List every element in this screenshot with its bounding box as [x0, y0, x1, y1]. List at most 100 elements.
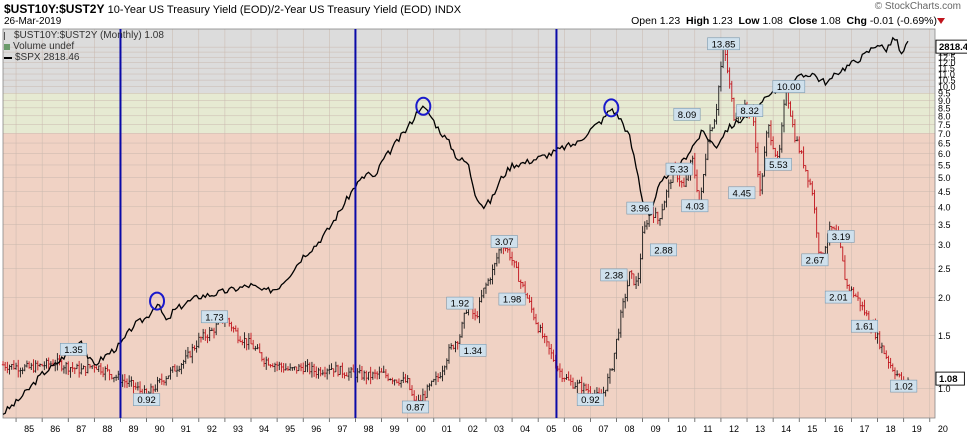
x-tick-label: 03 — [494, 424, 504, 434]
value-annotation: 8.09 — [673, 108, 701, 121]
annotation-label: 2.38 — [605, 270, 624, 281]
annotation-box — [446, 296, 474, 310]
y-tick-label: 4.5 — [938, 187, 951, 197]
value-annotation: 1.61 — [851, 319, 879, 333]
open-label: Open — [631, 15, 657, 27]
y-tick-label: 10.5 — [938, 76, 956, 86]
highlight-circle — [603, 98, 620, 118]
annotation-box — [133, 393, 161, 406]
value-annotation: 1.73 — [200, 310, 228, 324]
annotation-label: 3.07 — [495, 237, 514, 248]
x-tick-label: 20 — [938, 424, 948, 434]
x-tick-label: 09 — [651, 424, 661, 434]
chart-header: $UST10Y:$UST2Y 10-Year US Treasury Yield… — [0, 0, 967, 28]
x-tick-label: 06 — [572, 424, 582, 434]
annotation-label: 1.02 — [894, 382, 913, 393]
annotation-box — [681, 199, 709, 213]
y-tick-label: 1.0 — [938, 384, 951, 394]
annotation-label: 13.85 — [712, 39, 736, 50]
x-tick-label: 15 — [807, 424, 817, 434]
high-value: 1.23 — [712, 15, 733, 27]
annotation-box — [401, 400, 429, 414]
legend-ratio-label: $UST10Y:$UST2Y (Monthly) 1.08 — [14, 30, 164, 41]
annotation-label: 8.09 — [678, 110, 697, 121]
x-tick-label: 04 — [520, 424, 530, 434]
y-tick-label: 2.0 — [938, 293, 951, 303]
annotation-box — [600, 268, 628, 282]
x-tick-label: 12 — [729, 424, 739, 434]
annotation-box — [890, 379, 918, 393]
date-label: 26-Mar-2019 — [4, 16, 62, 27]
annotation-box — [707, 37, 740, 51]
value-annotation: 4.45 — [728, 186, 756, 200]
price-tag: 1.08 — [935, 371, 965, 386]
annotation-box — [576, 393, 604, 406]
x-tick-label: 90 — [155, 424, 165, 434]
price-tag-label: 2818.46 — [939, 42, 967, 53]
annotation-label: 2.88 — [654, 245, 673, 256]
annotation-box — [824, 290, 852, 304]
annotation-label: 3.19 — [832, 232, 851, 243]
price-tag: 2818.46 — [935, 39, 967, 54]
x-tick-label: 05 — [546, 424, 556, 434]
symbol-description: 10-Year US Treasury Yield (EOD)/2-Year U… — [107, 4, 432, 16]
chg-label: Chg — [846, 15, 867, 27]
annotation-box — [649, 243, 677, 257]
value-annotation: 3.96 — [626, 201, 654, 215]
low-value: 1.08 — [762, 15, 783, 27]
legend-volume-label: Volume undef — [13, 41, 75, 52]
y-tick-label: 4.0 — [938, 202, 951, 212]
value-annotation: 5.53 — [764, 157, 792, 171]
value-annotation: 10.00 — [772, 80, 806, 93]
x-tick-label: 10 — [677, 424, 687, 434]
x-tick-label: 92 — [207, 424, 217, 434]
annotation-box — [728, 186, 756, 200]
x-tick-label: 11 — [703, 424, 712, 434]
annotation-label: 1.98 — [503, 295, 522, 306]
ohlc-bar-icon — [4, 31, 11, 40]
value-annotation: 4.03 — [681, 199, 709, 213]
x-tick-label: 18 — [886, 424, 896, 434]
annotation-box — [490, 235, 518, 248]
annotation-label: 3.96 — [631, 204, 650, 215]
y-tick-label: 7.0 — [938, 129, 951, 139]
annotation-label: 4.45 — [733, 188, 752, 199]
exchange-label: INDX — [434, 4, 462, 16]
annotation-label: 1.73 — [205, 312, 224, 323]
x-tick-label: 13 — [755, 424, 765, 434]
high-label: High — [686, 15, 710, 27]
annotation-box — [673, 108, 701, 121]
x-tick-label: 95 — [285, 424, 295, 434]
annotation-label: 5.33 — [670, 165, 689, 176]
x-tick-label: 88 — [102, 424, 112, 434]
chart-legend: $UST10Y:$UST2Y (Monthly) 1.08 Volume und… — [4, 30, 164, 63]
highlight-circle — [415, 96, 432, 116]
x-tick-label: 93 — [233, 424, 243, 434]
annotation-box — [498, 292, 526, 306]
annotation-box — [200, 310, 228, 324]
x-tick-label: 08 — [625, 424, 635, 434]
x-tick-label: 94 — [259, 424, 269, 434]
y-tick-label: 6.0 — [938, 149, 951, 159]
value-annotation: 1.02 — [890, 379, 918, 393]
annotation-box — [665, 162, 693, 176]
value-annotation: 3.19 — [827, 230, 855, 243]
symbol-label: $UST10Y:$UST2Y — [4, 2, 105, 16]
down-arrow-icon — [937, 18, 945, 24]
x-tick-label: 99 — [390, 424, 400, 434]
y-tick-label: 5.0 — [938, 173, 951, 183]
annotation-label: 2.67 — [806, 255, 825, 266]
value-annotation: 5.33 — [665, 162, 693, 176]
y-tick-label: 8.0 — [938, 111, 951, 121]
annotation-label: 5.53 — [769, 160, 788, 171]
annotation-label: 2.01 — [829, 293, 848, 304]
legend-item-ratio: $UST10Y:$UST2Y (Monthly) 1.08 — [4, 30, 164, 41]
value-annotation: 0.87 — [401, 400, 429, 414]
price-tag-label: 1.08 — [939, 374, 958, 385]
annotation-box — [764, 157, 792, 171]
x-tick-label: 00 — [416, 424, 426, 434]
value-annotation: 1.35 — [59, 343, 87, 356]
legend-item-spx: $SPX 2818.46 — [4, 52, 164, 63]
low-label: Low — [738, 15, 760, 27]
